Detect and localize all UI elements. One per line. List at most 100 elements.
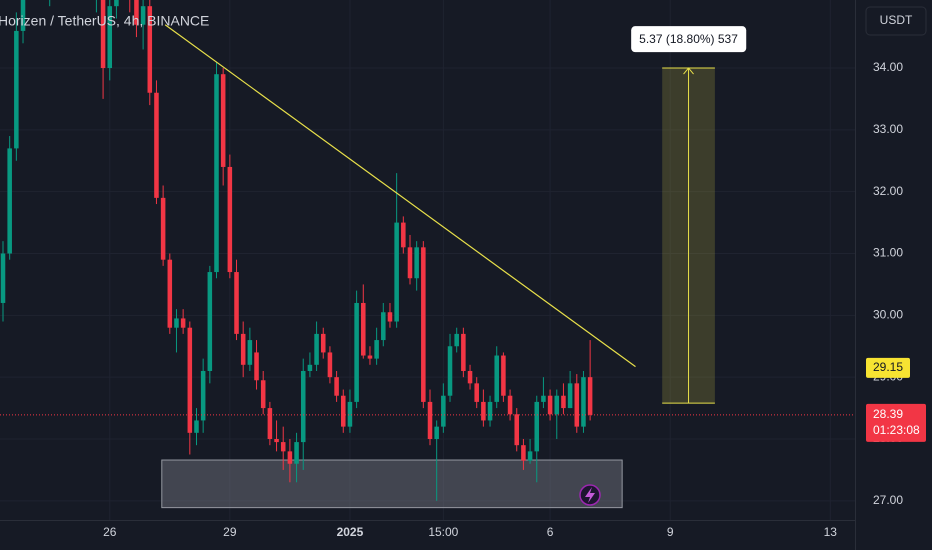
candle-body xyxy=(327,352,333,378)
axes: 5.37 (18.80%) 53727.0028.0029.0030.0031.… xyxy=(103,26,926,539)
y-tick-label: 30.00 xyxy=(873,308,903,322)
candle-body xyxy=(107,6,113,69)
candle-body xyxy=(214,74,219,273)
x-tick-label: 29 xyxy=(223,525,237,539)
candle-body xyxy=(394,222,399,322)
candle-body xyxy=(20,0,26,31)
candle-body xyxy=(167,259,173,328)
chart-title: Horizen / TetherUS, 4h, BINANCE xyxy=(0,13,209,29)
candle-body xyxy=(154,92,159,198)
x-tick-label: 2025 xyxy=(337,525,364,539)
candle-body xyxy=(427,401,433,440)
candle-body xyxy=(367,355,373,359)
candle-body xyxy=(501,355,506,396)
candle-body xyxy=(280,442,286,452)
candle-body xyxy=(434,426,439,440)
price-label-box xyxy=(866,403,926,442)
plot-area xyxy=(0,0,855,520)
y-tick-label: 32.00 xyxy=(873,184,903,198)
candle-body xyxy=(587,377,593,415)
candle-body xyxy=(547,395,553,415)
trendline xyxy=(164,24,636,368)
candle-body xyxy=(581,377,586,427)
candle-body xyxy=(274,439,279,443)
currency-box[interactable]: USDT xyxy=(865,6,927,36)
candle-body xyxy=(260,380,266,409)
x-tick-label: 9 xyxy=(667,525,674,539)
candle-body xyxy=(461,333,466,371)
candle-body xyxy=(147,6,153,93)
candle-body xyxy=(134,0,139,25)
candle-body xyxy=(474,383,479,402)
candle-body xyxy=(174,318,179,328)
candle-body xyxy=(401,222,406,248)
y-tick-label: 27.00 xyxy=(873,493,903,507)
candle-body xyxy=(180,318,186,328)
candle-body xyxy=(541,395,546,402)
candle-body xyxy=(574,383,580,427)
x-tick-label: 26 xyxy=(103,525,117,539)
candle-body xyxy=(514,414,520,446)
candle-body xyxy=(340,395,346,427)
candle-body xyxy=(0,253,6,303)
candle-body xyxy=(407,247,413,279)
candle-body xyxy=(354,302,359,402)
candle-body xyxy=(14,30,19,149)
candle-body xyxy=(334,377,339,396)
candle-body xyxy=(421,247,426,402)
y-tick-label: 34.00 xyxy=(873,60,903,74)
candle-body xyxy=(521,445,526,461)
candle-body xyxy=(414,247,419,279)
candle-body xyxy=(554,395,560,415)
candle-body xyxy=(507,395,513,415)
candle-body xyxy=(287,451,293,464)
y-tick-label: 31.00 xyxy=(873,246,903,260)
price-label: 28.39 xyxy=(873,407,903,421)
candle-body xyxy=(220,74,226,167)
candle-body xyxy=(487,401,493,421)
candle-body xyxy=(494,355,499,402)
support-zone xyxy=(161,459,623,509)
x-tick-label: 15:00 xyxy=(428,525,458,539)
candle-body xyxy=(7,148,12,254)
countdown: 01:23:08 xyxy=(873,423,920,437)
candle-body xyxy=(314,333,319,365)
candle-body xyxy=(561,395,566,409)
candle-body xyxy=(247,340,253,365)
candle-body xyxy=(567,383,573,409)
x-tick-label: 13 xyxy=(824,525,838,539)
candle-body xyxy=(347,401,353,427)
candle-body xyxy=(234,272,239,334)
candle-body xyxy=(187,327,193,433)
candle-body xyxy=(320,333,326,353)
candle-body xyxy=(240,333,246,365)
price-label: 29.15 xyxy=(873,360,903,374)
candle-body xyxy=(227,166,233,273)
x-tick-label: 6 xyxy=(547,525,554,539)
candle-body xyxy=(381,312,386,341)
alert-icon[interactable] xyxy=(579,484,601,506)
candle-body xyxy=(467,370,473,384)
measure-label: 5.37 (18.80%) 537 xyxy=(639,32,738,46)
candle-body xyxy=(534,401,540,452)
candle-body xyxy=(100,0,106,69)
candle-body xyxy=(387,312,393,322)
candle-body xyxy=(207,272,213,371)
candle-body xyxy=(374,340,379,359)
candle-body xyxy=(441,395,446,427)
candle-body xyxy=(200,370,206,421)
candle-body xyxy=(254,352,259,381)
candle-body xyxy=(361,302,366,356)
candle-body xyxy=(527,451,533,461)
candle-body xyxy=(300,370,306,443)
candle-body xyxy=(294,442,299,464)
price-label-box xyxy=(866,357,910,378)
y-tick-label: 33.00 xyxy=(873,122,903,136)
candle-body xyxy=(454,333,459,347)
candle-body xyxy=(267,408,273,440)
candle-body xyxy=(114,0,119,7)
candle-body xyxy=(194,420,199,433)
